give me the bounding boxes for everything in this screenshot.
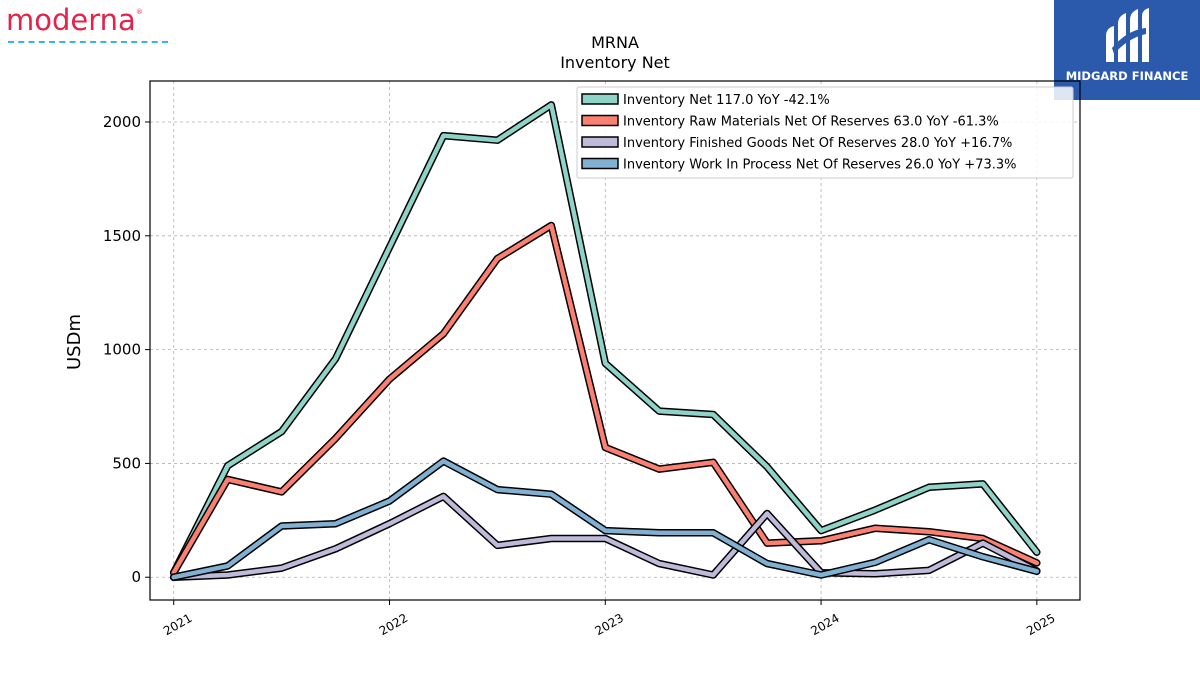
chart-title: MRNA [591,33,639,52]
legend-entry-label: Inventory Finished Goods Net Of Reserves… [623,136,1012,151]
x-tick-label: 2024 [808,611,841,638]
legend: Inventory Net 117.0 YoY -42.1% Inventory … [576,86,1074,179]
legend-swatch [581,136,619,148]
series-stroke [171,494,1040,580]
chart-subtitle: Inventory Net [560,53,670,72]
moderna-logo-text: moderna [6,3,136,37]
series-stroke [171,458,1040,580]
x-tick-label: 2025 [1024,611,1057,638]
series-stroke [171,102,1040,575]
y-tick-label: 0 [131,568,141,586]
moderna-logo-underline [8,41,168,43]
legend-swatch [581,114,619,127]
x-tick-label: 2022 [377,611,410,638]
plot-frame [149,80,1081,601]
y-tick-label: 1500 [103,227,141,245]
legend-swatch [581,157,619,170]
legend-entry-label: Inventory Work In Process Net Of Reserve… [623,158,1017,173]
series-line-2 [169,221,1041,577]
legend-entry-label: Inventory Net 117.0 YoY -42.1% [623,93,830,108]
y-axis-label: USDm [64,314,85,370]
moderna-registered-mark: ® [135,8,143,16]
legend-swatch [581,93,619,105]
series-line-4 [169,457,1041,581]
series-line-3 [169,492,1041,581]
moderna-logo: moderna® [6,2,186,46]
legend-box [576,86,1074,179]
axis-ticks: 0 500 1000 1500 2000 2021 2022 2023 2024 2025 [103,113,1058,638]
series-stroke [171,223,1040,575]
y-tick-label: 2000 [103,113,141,131]
y-tick-label: 1000 [103,341,141,359]
series-lines [169,101,1041,581]
y-tick-label: 500 [112,454,141,472]
x-tick-label: 2023 [593,611,626,638]
midgard-finance-logo: MIDGARD FINANCE [1054,0,1200,100]
legend-entry-label: Inventory Raw Materials Net Of Reserves … [623,115,999,130]
series-line-1 [169,101,1041,577]
midgard-emblem-icon [1106,8,1149,62]
x-tick-label: 2021 [161,611,194,638]
midgard-logo-text: MIDGARD FINANCE [1065,69,1189,83]
